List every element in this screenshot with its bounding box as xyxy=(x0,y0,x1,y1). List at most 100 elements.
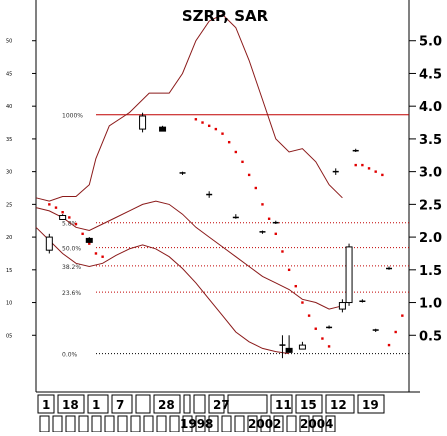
series-dot xyxy=(254,186,258,190)
year-label: 2002 xyxy=(248,417,281,431)
row2-box xyxy=(143,415,154,433)
series-dot xyxy=(247,173,251,177)
year-label: 1998 xyxy=(180,417,213,431)
time-label: 18 xyxy=(62,398,79,412)
series-dot xyxy=(294,284,297,288)
percent-label: 38.2% xyxy=(62,264,81,271)
time-label: 11 xyxy=(275,398,292,412)
left-tick-label: 05 xyxy=(6,333,12,339)
candle-body xyxy=(159,126,167,132)
series-dot xyxy=(287,268,291,272)
time-label: 1 xyxy=(92,398,100,412)
left-tick-label: 35 xyxy=(6,137,12,143)
time-label: 12 xyxy=(330,398,347,412)
row1-box xyxy=(357,394,385,414)
row2-box xyxy=(91,415,102,433)
series-dot xyxy=(88,242,91,245)
series-dot xyxy=(48,203,51,206)
series-dot xyxy=(301,301,304,304)
series-dot xyxy=(374,170,377,173)
right-tick-label: 2.0 xyxy=(419,231,442,246)
time-label: 19 xyxy=(362,398,379,412)
right-tick-label: 1.0 xyxy=(419,297,442,312)
series-dot xyxy=(354,163,357,167)
row1-box xyxy=(193,394,206,414)
left-tick-label: 45 xyxy=(6,71,12,77)
series-dot xyxy=(361,163,364,167)
series-dot xyxy=(68,216,71,219)
row2-box xyxy=(39,415,50,433)
time-label: 28 xyxy=(158,398,175,412)
time-label: 15 xyxy=(300,398,317,412)
row2-box xyxy=(234,415,245,433)
row2-box xyxy=(104,415,115,433)
series-dot xyxy=(194,118,198,121)
percent-label: 0.0% xyxy=(62,352,78,359)
candle-body xyxy=(139,115,147,130)
left-tick-label: 15 xyxy=(6,268,12,274)
left-tick-label: 20 xyxy=(6,235,12,241)
row1-box xyxy=(87,394,109,414)
percent-label: 23.6% xyxy=(62,290,81,297)
series-dot xyxy=(394,330,397,334)
time-label: 7 xyxy=(116,398,124,412)
candle-body xyxy=(85,237,93,243)
series-dot xyxy=(321,337,324,340)
series-line xyxy=(35,13,343,202)
axes-layer: 5.0 4.5 4.0 3.5 3.0 2.5 2.0 1.5 1.0 0.5 50 45 40 35 30… xyxy=(6,35,442,345)
series-dot xyxy=(281,250,284,253)
series-dot xyxy=(381,173,384,177)
candle-body xyxy=(285,347,293,353)
percent-label: 5.8% xyxy=(62,221,78,228)
time-label: 27 xyxy=(213,398,230,412)
series-dot xyxy=(54,206,58,209)
year-label: 2004 xyxy=(300,417,333,431)
row2-box xyxy=(286,415,297,433)
row2-box xyxy=(117,415,128,433)
right-tick-label: 2.5 xyxy=(419,198,442,213)
row1-box xyxy=(111,394,133,414)
right-tick-label: 3.0 xyxy=(419,166,442,181)
left-tick-label: 10 xyxy=(6,301,12,307)
row2-box xyxy=(156,415,167,433)
candles-layer xyxy=(45,112,393,359)
series-dot xyxy=(207,124,211,128)
series-dot xyxy=(201,121,204,124)
series-line xyxy=(35,200,343,310)
series-dot xyxy=(227,140,231,144)
row2-box xyxy=(221,415,232,433)
row1-box xyxy=(57,394,85,414)
right-tick-label: 4.0 xyxy=(419,100,442,115)
series-dot xyxy=(307,314,311,317)
series-dot xyxy=(74,222,78,226)
time-label: 1 xyxy=(42,398,50,412)
series-dot xyxy=(387,343,391,347)
percent-label: 1000% xyxy=(62,113,83,120)
row1-box xyxy=(183,394,191,414)
right-tick-label: 4.5 xyxy=(419,67,442,82)
series-dot xyxy=(401,314,404,317)
series-dot xyxy=(101,255,104,258)
plot-frame xyxy=(35,0,420,393)
series-layer xyxy=(35,13,404,355)
series-dot xyxy=(314,327,317,330)
left-tick-label: 30 xyxy=(6,170,12,176)
right-tick-label: 1.5 xyxy=(419,264,442,279)
row1-box xyxy=(270,394,293,414)
row1-box xyxy=(325,394,355,414)
row1-box xyxy=(153,394,181,414)
series-dot xyxy=(267,217,271,220)
right-tick-label: 3.5 xyxy=(419,133,442,148)
percent-lines: 1000% 5.8% 50.0% 38.2% 23.6% 0.0% xyxy=(62,113,409,359)
chart-title: SZRP, SAR xyxy=(182,7,269,25)
row1-box xyxy=(208,394,225,414)
candle-body xyxy=(45,236,53,251)
left-tick-label: 40 xyxy=(6,104,12,110)
row1-box xyxy=(295,394,323,414)
series-line xyxy=(35,226,290,355)
series-dot xyxy=(94,252,98,255)
series-dot xyxy=(214,127,218,131)
series-dot xyxy=(221,132,224,135)
